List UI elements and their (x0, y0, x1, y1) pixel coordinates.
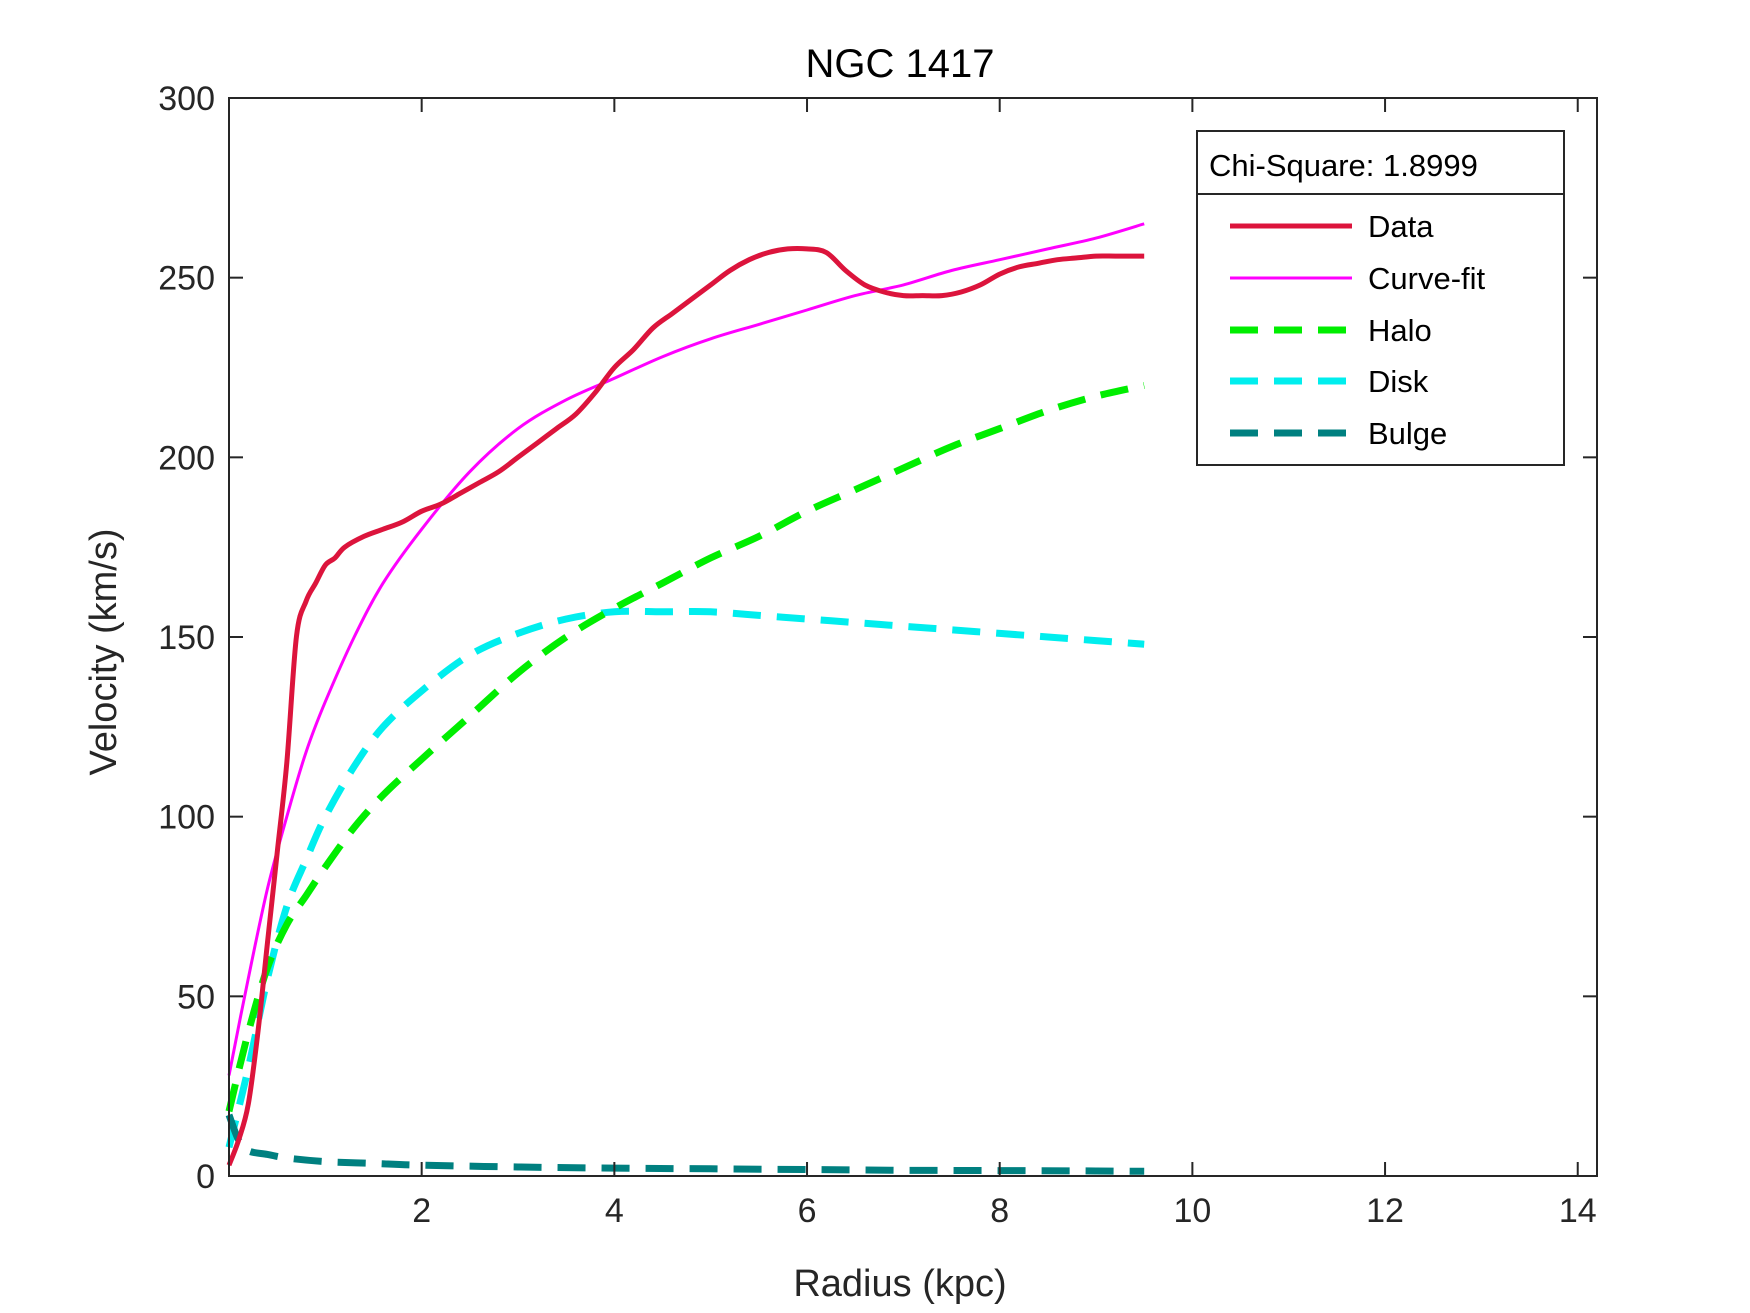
legend: Chi-Square: 1.8999 Data Curve-fit Halo Disk… (1196, 130, 1565, 466)
x-tick-label: 12 (1366, 1192, 1404, 1230)
legend-label: Data (1368, 209, 1434, 244)
series-line-disk (225, 607, 1145, 1149)
x-tick-label: 4 (605, 1192, 624, 1230)
y-tick-label: 100 (158, 799, 215, 837)
series-line-bulge (225, 1113, 1145, 1175)
x-tick-label: 14 (1559, 1192, 1597, 1230)
y-tick-label: 150 (158, 619, 215, 657)
x-tick-label: 10 (1173, 1192, 1211, 1230)
legend-entries: Data Curve-fit Halo Disk Bulge (1230, 209, 1486, 451)
y-axis: 0 50 100 150 200 250 300 (158, 80, 1597, 1196)
legend-label: Halo (1368, 313, 1432, 348)
legend-box (1196, 130, 1565, 466)
y-tick-label: 200 (158, 439, 215, 477)
x-tick-label: 8 (990, 1192, 1009, 1230)
x-tick-label: 6 (798, 1192, 817, 1230)
x-axis: 2 4 6 8 10 12 14 (412, 98, 1597, 1230)
legend-label: Curve-fit (1368, 261, 1486, 296)
y-tick-label: 0 (196, 1158, 215, 1196)
y-axis-label: Velocity (km/s) (83, 528, 125, 775)
legend-label: Bulge (1368, 416, 1447, 451)
plot-area (225, 222, 1145, 1175)
series-line-halo (225, 382, 1145, 1113)
series-line-data (226, 245, 1145, 1167)
legend-label: Disk (1368, 364, 1429, 399)
chart-title: NGC 1417 (806, 42, 995, 86)
x-tick-label: 2 (412, 1192, 431, 1230)
y-tick-label: 250 (158, 260, 215, 298)
y-tick-label: 300 (158, 80, 215, 118)
y-tick-label: 50 (177, 978, 215, 1016)
x-axis-label: Radius (kpc) (793, 1263, 1006, 1305)
series-line-curve-fit (227, 222, 1145, 1076)
legend-header: Chi-Square: 1.8999 (1209, 148, 1478, 183)
